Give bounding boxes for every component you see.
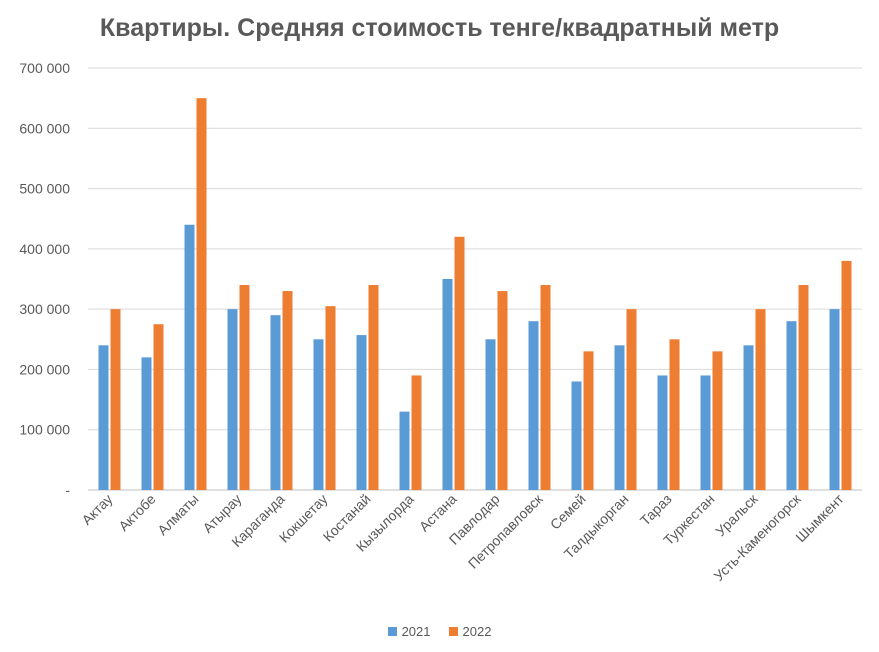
bars [98,98,852,491]
bar-2022-Павлодар [497,291,508,490]
bar-2022-Алматы [196,98,207,491]
bar-2022-Усть-Каменогорск [798,285,809,490]
bar-2022-Караганда [282,291,293,490]
bar-2021-Семей [571,381,582,490]
y-tick-label: 100 000 [19,422,70,438]
grid-lines [88,67,862,491]
legend-label: 2022 [462,624,492,639]
bar-2021-Талдыкорган [614,345,625,490]
y-tick-label: 400 000 [19,241,70,257]
bar-2021-Кокшетау [313,339,324,490]
legend-swatch [387,627,397,636]
bar-2022-Шымкент [841,260,852,490]
x-tick-label: Актобе [115,491,159,535]
x-tick-label: Актау [78,491,115,528]
bar-2021-Шымкент [829,309,840,490]
x-tick-label: Алматы [154,491,201,538]
bar-2022-Астана [454,236,465,490]
bar-2022-Актау [110,309,121,490]
bar-2021-Павлодар [485,339,496,490]
y-tick-label: 500 000 [19,181,70,197]
legend-label: 2021 [401,624,431,639]
y-tick-label: 200 000 [19,361,70,377]
bar-2021-Актау [98,345,109,490]
chart-title: Квартиры. Средняя стоимость тенге/квадра… [99,14,780,42]
bar-2022-Петропавловск [540,285,551,490]
bar-2021-Уральск [743,345,754,490]
bar-2021-Кызылорда [399,411,410,490]
x-tick-label: Тараз [637,491,675,529]
y-tick-label: - [65,482,70,498]
y-tick-label: 600 000 [19,120,70,136]
bar-2022-Семей [583,351,594,490]
x-tick-label: Шымкент [792,490,847,545]
x-tick-label: Петропавловск [465,490,546,571]
bar-2021-Атырау [227,309,238,490]
bar-2021-Костанай [356,335,367,490]
legend-item-2022: 2022 [448,624,492,639]
bar-2022-Костанай [368,285,379,490]
bar-2021-Актобе [141,357,152,490]
bar-2022-Атырау [239,285,250,490]
y-tick-label: 700 000 [19,60,70,76]
legend: 2021 2022 [0,624,879,639]
bar-2021-Петропавловск [528,321,539,490]
bar-2021-Астана [442,279,453,490]
bar-2021-Алматы [184,224,195,490]
bar-2022-Туркестан [712,351,723,490]
bar-2021-Тараз [657,375,668,490]
legend-swatch [448,627,458,636]
legend-item-2021: 2021 [387,624,431,639]
bar-2022-Талдыкорган [626,309,637,490]
bar-2022-Актобе [153,324,164,490]
bar-2022-Уральск [755,309,766,490]
bar-2022-Кокшетау [325,306,336,490]
bar-2021-Усть-Каменогорск [786,321,797,490]
x-tick-label: Семей [547,491,589,533]
y-tick-label: 300 000 [19,301,70,317]
bar-2022-Кызылорда [411,375,422,490]
x-tick-labels: Актау АктобеАлматыАтырауКарагандаКокшетау… [78,490,847,584]
bar-2022-Тараз [669,339,680,490]
bar-2021-Туркестан [700,375,711,490]
y-tick-labels: - 100 000 200 000 300 000 400 000 500 000 600 … [19,60,70,498]
bar-2021-Караганда [270,315,281,490]
